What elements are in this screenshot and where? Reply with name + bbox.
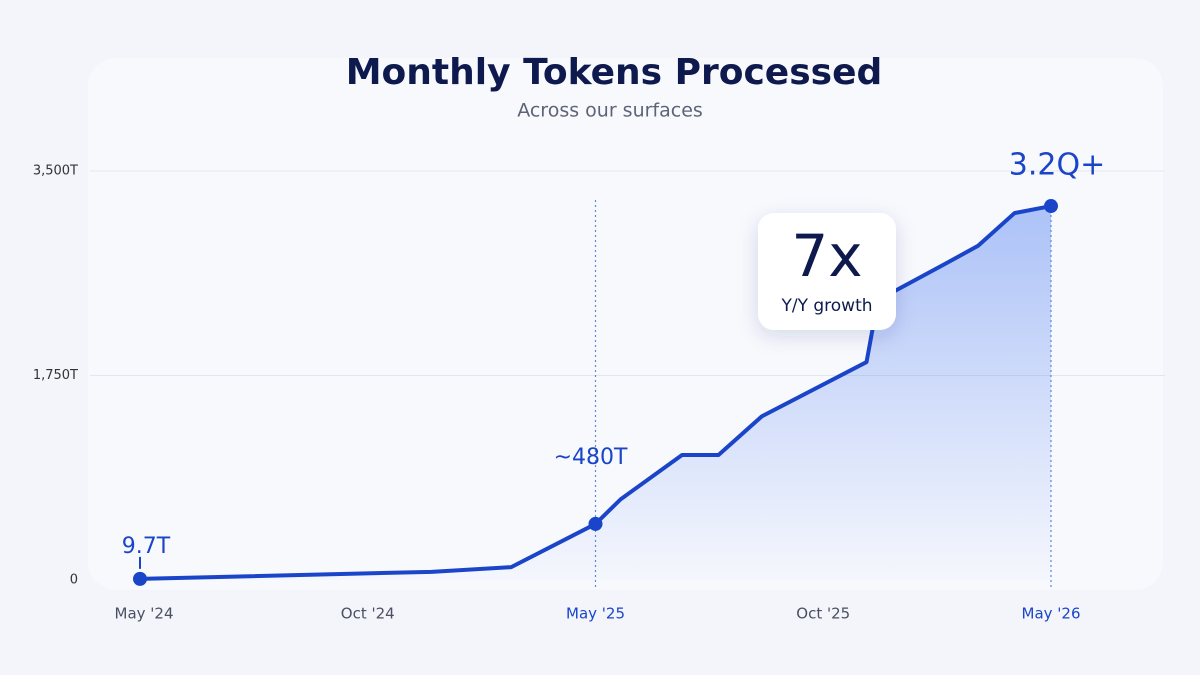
callout-subtext: Y/Y growth xyxy=(780,296,872,316)
point xyxy=(1044,199,1058,214)
value-label: ~480T xyxy=(554,445,628,470)
y-tick-label: 3,500T xyxy=(33,164,78,179)
chart-subtitle: Across our surfaces xyxy=(517,100,703,122)
x-tick-label: May '25 xyxy=(566,605,625,623)
callout xyxy=(758,213,896,330)
y-tick-label: 1,750T xyxy=(33,368,78,383)
value-label: 9.7T xyxy=(122,534,171,559)
point xyxy=(588,516,603,531)
value-label: 3.2Q+ xyxy=(1009,148,1105,183)
y-tick-label: 0 xyxy=(70,573,78,588)
x-tick-label: Oct '24 xyxy=(341,605,395,623)
x-tick-label: May '26 xyxy=(1022,605,1081,623)
area xyxy=(140,206,1051,581)
point xyxy=(133,571,147,586)
x-tick-label: Oct '25 xyxy=(796,605,850,623)
x-tick-label: May '24 xyxy=(115,605,174,623)
line xyxy=(139,204,1052,581)
chart-title: Monthly Tokens Processed xyxy=(346,52,883,93)
callout-text: 7x xyxy=(791,222,862,290)
callout-box xyxy=(758,213,896,330)
